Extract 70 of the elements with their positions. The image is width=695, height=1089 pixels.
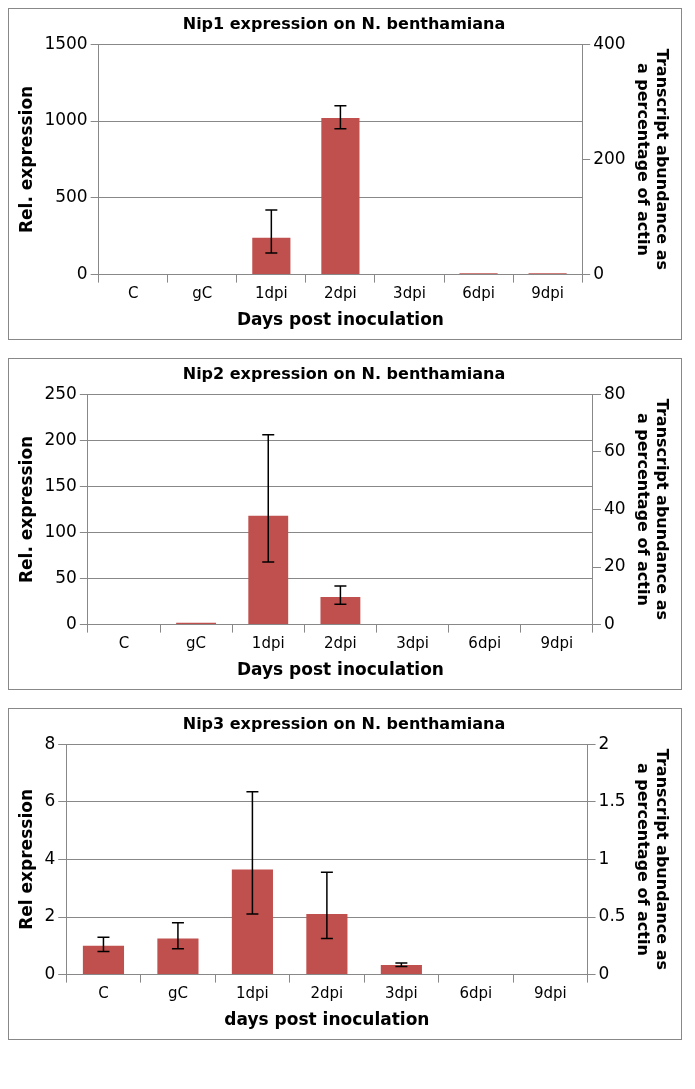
y-tick-label: 200 <box>44 428 77 449</box>
y-tick-label: 0 <box>44 963 56 984</box>
x-tick-label: 2dpi <box>324 634 357 653</box>
x-tick-label: 1dpi <box>236 984 269 1003</box>
y-tick-label: 0 <box>76 263 88 284</box>
x-tick-label: 6dpi <box>459 984 493 1003</box>
y-tick-label: 150 <box>44 474 77 495</box>
y2-axis-title: Transcript abundance as a percentage of actin <box>634 398 673 620</box>
x-tick-label: gC <box>167 984 188 1003</box>
y-tick-label: 6 <box>44 790 56 811</box>
x-tick-label: 9dpi <box>533 984 567 1003</box>
bar <box>82 945 125 975</box>
x-axis-title: Days post inoculation <box>236 659 444 680</box>
y2-tick-label: 2 <box>598 732 610 753</box>
x-axis-title: days post inoculation <box>224 1009 430 1030</box>
y-tick-label: 0 <box>66 613 77 634</box>
y2-tick-label: 1.5 <box>598 790 626 811</box>
y-tick-label: 500 <box>55 186 88 207</box>
x-tick-label: 3dpi <box>384 984 418 1003</box>
y2-tick-label: 1 <box>598 847 610 868</box>
y2-tick-label: 40 <box>603 497 626 518</box>
bar <box>380 965 422 975</box>
y-tick-label: 50 <box>55 566 77 587</box>
y-tick-label: 1500 <box>44 32 88 53</box>
y2-tick-label: 0.5 <box>598 905 626 926</box>
x-tick-label: 3dpi <box>393 284 426 303</box>
y2-tick-label: 60 <box>603 440 626 461</box>
x-tick-label: 1dpi <box>254 284 288 303</box>
y2-tick-label: 0 <box>603 613 615 634</box>
y-axis-title: Rel. expression <box>15 85 36 234</box>
x-tick-label: 9dpi <box>540 634 574 653</box>
x-tick-label: gC <box>192 284 213 303</box>
bar <box>248 515 289 625</box>
bar <box>252 237 291 275</box>
chart-title: Nip1 expression on N. benthamiana <box>182 13 506 33</box>
y2-tick-label: 20 <box>603 555 626 576</box>
x-tick-label: C <box>127 284 139 303</box>
y-tick-label: 2 <box>44 905 56 926</box>
x-tick-label: C <box>98 984 109 1003</box>
y-tick-label: 100 <box>44 520 77 541</box>
x-tick-label: gC <box>186 634 207 653</box>
y-axis-title: Rel expression <box>15 789 36 930</box>
x-tick-label: 3dpi <box>396 634 429 653</box>
bar <box>321 117 360 275</box>
x-tick-label: 9dpi <box>531 284 564 303</box>
bar <box>306 914 348 975</box>
y2-tick-label: 80 <box>603 382 626 403</box>
chart-title: Nip3 expression on N. benthamiana <box>182 713 506 733</box>
bar <box>231 869 273 975</box>
y2-tick-label: 200 <box>593 147 626 168</box>
x-tick-label: 2dpi <box>324 284 357 303</box>
y-tick-label: 1000 <box>44 109 88 130</box>
x-tick-label: C <box>118 634 130 653</box>
y2-axis-title: Transcript abundance as a percentage of actin <box>634 48 673 270</box>
bar <box>320 596 361 625</box>
x-tick-label: 1dpi <box>251 634 285 653</box>
y2-axis-title: Transcript abundance as a percentage of actin <box>634 748 673 970</box>
x-tick-label: 6dpi <box>462 284 495 303</box>
y-axis-title: Rel. expression <box>15 435 36 584</box>
y-tick-label: 8 <box>44 732 56 753</box>
y2-tick-label: 0 <box>593 263 604 284</box>
x-tick-label: 2dpi <box>310 984 344 1003</box>
bar <box>157 938 199 975</box>
chart-title: Nip2 expression on N. benthamiana <box>182 363 506 383</box>
y-tick-label: 4 <box>44 847 56 868</box>
x-tick-label: 6dpi <box>468 634 502 653</box>
y2-tick-label: 0 <box>598 963 610 984</box>
x-axis-title: Days post inoculation <box>236 309 444 330</box>
y2-tick-label: 400 <box>593 32 626 53</box>
y-tick-label: 250 <box>44 382 77 403</box>
